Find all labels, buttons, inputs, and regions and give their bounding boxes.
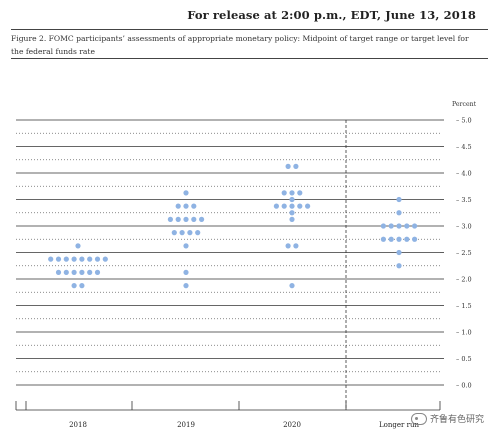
figure-caption: Figure 2. FOMC participants’ assessments… [11, 34, 469, 56]
dot-marker [289, 196, 295, 203]
y-tick-label: – 4.0 [456, 170, 472, 178]
y-tick-label: – 1.5 [456, 302, 472, 310]
x-tick-label: 2018 [69, 421, 87, 429]
dot-marker [289, 216, 295, 222]
dot-marker [94, 256, 101, 262]
caption-top-rule [11, 29, 488, 30]
y-tick-label: – 3.0 [456, 223, 472, 231]
dot-marker [63, 269, 69, 275]
dot-marker [281, 203, 287, 209]
dot-marker [187, 230, 193, 236]
dot-marker [79, 269, 85, 275]
watermark: 齐鲁有色研究 [410, 412, 484, 425]
dot-marker [183, 269, 189, 275]
x-tick-label: 2020 [283, 421, 301, 429]
dot-marker [285, 163, 291, 169]
wechat-logo-icon [410, 412, 427, 425]
dot-marker [388, 236, 394, 242]
dot-marker [297, 203, 303, 209]
dot-marker [175, 216, 181, 222]
dot-marker [183, 216, 189, 222]
dot-marker [404, 236, 410, 242]
dot-marker [87, 256, 93, 262]
release-header: For release at 2:00 p.m., EDT, June 13, … [187, 8, 476, 22]
y-tick-label: – 0.0 [456, 382, 472, 390]
y-tick-label: – 5.0 [456, 117, 472, 125]
dot-marker [71, 269, 77, 275]
dot-marker [167, 216, 173, 222]
dot-marker [183, 203, 189, 209]
dot-marker [199, 216, 205, 222]
dot-marker [183, 283, 189, 289]
dot-marker [63, 256, 69, 262]
dot-marker [171, 230, 177, 236]
dot-marker [293, 163, 299, 169]
y-tick-label: – 1.0 [456, 329, 472, 337]
dot-marker [293, 243, 299, 249]
dot-marker [289, 210, 295, 216]
dot-marker [380, 223, 386, 229]
y-tick-label: – 4.5 [456, 143, 472, 151]
dot-marker [191, 216, 197, 222]
dot-marker [94, 269, 101, 275]
dot-marker [179, 230, 185, 236]
caption-bottom-rule [11, 58, 488, 59]
dot-marker [48, 256, 54, 262]
y-tick-label: – 2.5 [456, 249, 472, 257]
y-tick-label: – 3.5 [456, 196, 472, 204]
dot-marker [396, 236, 402, 242]
dot-marker [297, 190, 303, 196]
dot-marker [289, 203, 295, 209]
x-tick-label: 2019 [177, 421, 195, 429]
dot-marker [71, 283, 77, 289]
y-tick-label: – 2.0 [456, 276, 472, 284]
dot-marker [396, 210, 402, 216]
dot-marker [289, 283, 295, 289]
dot-marker [183, 243, 189, 249]
dot-marker [404, 223, 410, 229]
dot-marker [75, 243, 81, 249]
dot-marker [191, 203, 197, 209]
dot-marker [281, 190, 287, 196]
y-axis-label: Percent [452, 101, 477, 108]
dot-marker [55, 256, 62, 262]
dot-marker [396, 196, 402, 203]
dot-marker [396, 249, 402, 256]
dot-marker [396, 223, 402, 229]
dot-marker [102, 256, 108, 262]
dot-marker [388, 223, 394, 229]
dot-marker [87, 269, 93, 275]
dot-marker [195, 230, 201, 236]
watermark-text: 齐鲁有色研究 [429, 415, 484, 425]
dot-marker [183, 190, 189, 196]
dot-marker [412, 236, 418, 242]
dot-marker [396, 263, 402, 269]
dot-marker [55, 269, 62, 275]
dot-marker [289, 190, 295, 196]
dot-marker [79, 256, 85, 262]
dot-marker [412, 223, 418, 229]
dot-marker [273, 203, 279, 209]
dot-marker [305, 203, 311, 209]
dot-marker [380, 236, 386, 242]
dot-marker [175, 203, 181, 209]
y-tick-label: – 0.5 [456, 355, 472, 363]
dot-marker [79, 283, 85, 289]
x-tick-label: Longer run [379, 421, 419, 429]
dot-marker [71, 256, 77, 262]
dot-marker [285, 243, 291, 249]
